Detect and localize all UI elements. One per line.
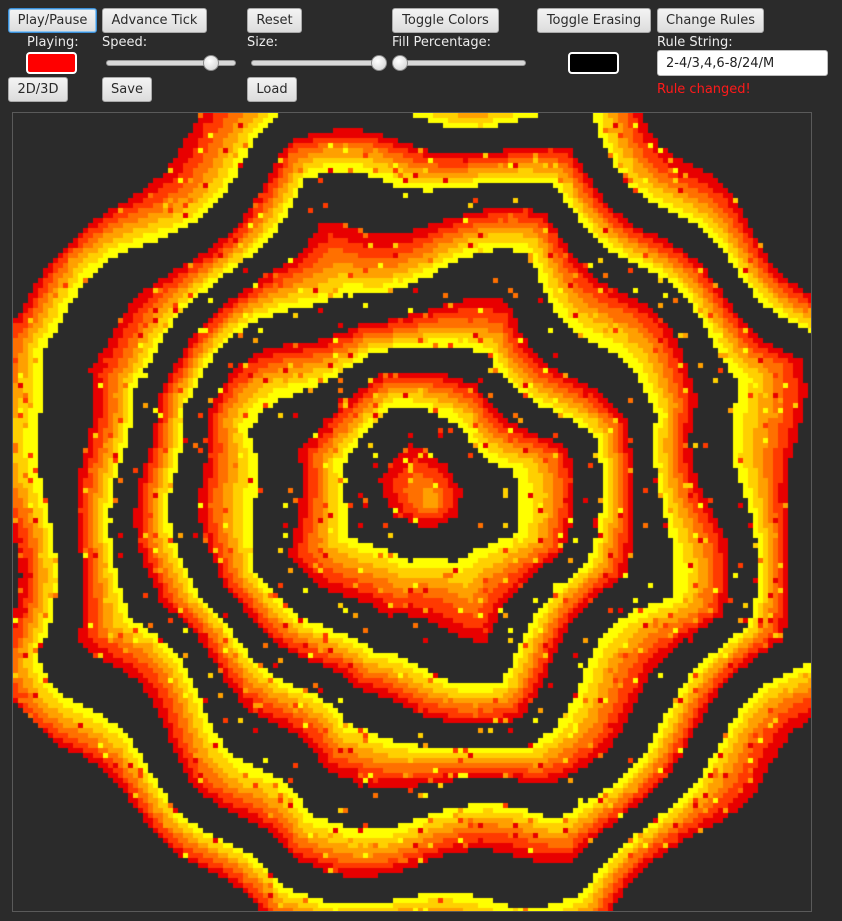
playing-indicator	[26, 52, 77, 74]
play-pause-button[interactable]: Play/Pause	[8, 8, 97, 33]
brush-color-swatch[interactable]	[568, 52, 619, 74]
rule-status-message: Rule changed!	[657, 82, 751, 97]
size-label: Size:	[247, 35, 279, 50]
reset-button[interactable]: Reset	[247, 8, 302, 33]
change-rules-button[interactable]: Change Rules	[657, 8, 764, 33]
speed-slider[interactable]	[106, 55, 236, 71]
speed-slider-thumb[interactable]	[202, 55, 219, 71]
2d-3d-toggle-button[interactable]: 2D/3D	[8, 77, 68, 102]
speed-slider-track	[106, 60, 236, 66]
toggle-colors-button[interactable]: Toggle Colors	[392, 8, 499, 33]
playing-label: Playing:	[27, 35, 79, 50]
size-slider[interactable]	[251, 55, 387, 71]
simulation-board[interactable]	[12, 112, 812, 912]
rule-string-input[interactable]	[657, 50, 828, 76]
speed-label: Speed:	[102, 35, 148, 50]
rule-string-label: Rule String:	[657, 35, 733, 50]
size-slider-thumb[interactable]	[371, 55, 387, 71]
toggle-erasing-button[interactable]: Toggle Erasing	[537, 8, 651, 33]
fill-slider-track	[392, 60, 526, 66]
fill-percentage-label: Fill Percentage:	[392, 35, 492, 50]
save-button[interactable]: Save	[102, 77, 152, 102]
fill-slider-thumb[interactable]	[392, 55, 408, 71]
advance-tick-button[interactable]: Advance Tick	[102, 8, 207, 33]
cell-grid-canvas[interactable]	[13, 113, 811, 911]
fill-percentage-slider[interactable]	[392, 55, 526, 71]
load-button[interactable]: Load	[247, 77, 297, 102]
size-slider-track	[251, 60, 387, 66]
